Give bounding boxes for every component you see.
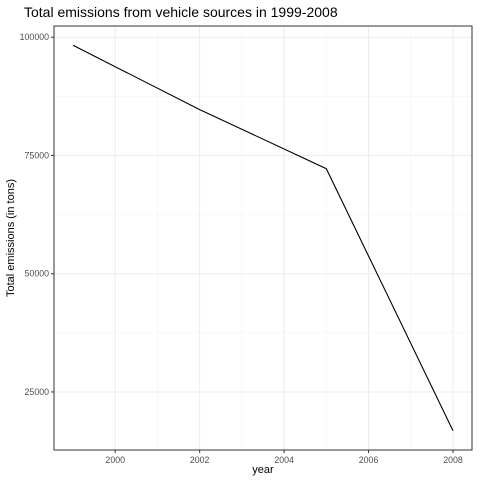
gridlines [54, 26, 472, 450]
y-tick-label: 75000 [25, 150, 50, 160]
x-tick-label: 2000 [105, 455, 125, 465]
y-axis-title: Total emissions (in tons) [5, 179, 17, 297]
axis-ticks: 2000 2002 2004 2006 2008 25000 50000 75000 10000… [20, 32, 463, 465]
y-tick-label: 100000 [20, 32, 49, 42]
chart-title: Total emissions from vehicle sources in … [24, 4, 338, 20]
x-tick-label: 2008 [443, 455, 463, 465]
x-tick-label: 2002 [190, 455, 210, 465]
y-tick-label: 25000 [25, 387, 50, 397]
x-tick-label: 2006 [359, 455, 379, 465]
series-layer [72, 44, 454, 431]
y-tick-label: 50000 [25, 269, 50, 279]
x-axis-title: year [252, 464, 274, 476]
series-line [72, 44, 454, 431]
plot-panel [53, 25, 473, 451]
x-tick-label: 2004 [274, 455, 294, 465]
